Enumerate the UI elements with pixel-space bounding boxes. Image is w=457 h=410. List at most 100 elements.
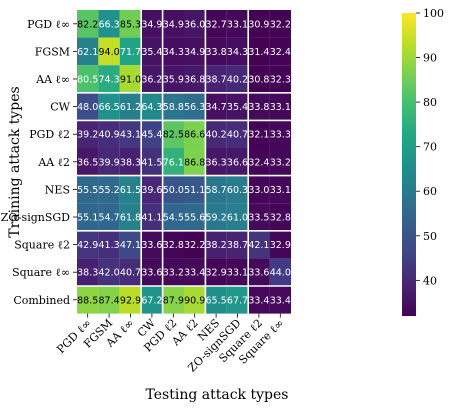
heatmap-cell [205,10,227,38]
cell-value-label: 32.9 [270,240,291,251]
cell-value-label: 61.0 [227,213,248,224]
heatmap-cell [162,203,184,231]
cell-value-label: 54.7 [99,213,120,224]
cell-value-label: 41.1 [141,213,162,224]
cell-value-label: 32.2 [270,19,291,30]
cell-value-label: 60.3 [227,185,248,196]
cell-value-label: 59.2 [206,213,227,224]
x-axis-label: Testing attack types [146,387,289,403]
heatmap-cell [205,37,227,66]
heatmap-cell [98,10,120,38]
heatmap-cell [77,258,99,286]
heatmap-cell [141,148,163,176]
heatmap-cell [184,286,206,314]
y-tick-label: AA ℓ∞ [35,73,70,86]
heatmap-cell [119,175,142,204]
heatmap-cell [269,37,291,66]
cell-value-label: 85.3 [120,19,141,30]
colorbar [402,13,416,316]
colorbar-tick-label: 50 [423,230,437,243]
cell-value-label: 61.5 [120,185,141,196]
cell-value-label: 34.3 [163,47,184,58]
heatmap-cell [226,120,249,148]
cell-value-label: 66.3 [99,19,120,30]
heatmap-cell [77,120,99,148]
cell-value-label: 42.1 [248,240,269,251]
heatmap-cell [98,37,120,66]
cell-value-label: 33.8 [206,47,227,58]
heatmap-cell [269,65,291,93]
cell-value-label: 56.3 [184,102,205,113]
cell-value-label: 65.5 [206,295,227,306]
heatmap-cell [77,148,99,176]
y-tick-label: PGD ℓ2 [29,128,70,141]
heatmap-cell [205,286,227,314]
cell-value-label: 33.6 [141,268,162,279]
colorbar-tick-label: 40 [423,274,437,287]
cell-value-label: 76.1 [163,157,184,168]
cell-value-label: 30.8 [248,75,269,86]
heatmap-cells [77,10,291,314]
cell-value-label: 87.9 [163,295,184,306]
y-axis-label: Training attack types [7,86,23,237]
cell-value-label: 50.0 [163,185,184,196]
cell-value-label: 88.5 [77,295,98,306]
heatmap-cell [226,65,249,93]
y-tick-labels: PGD ℓ∞ FGSM AA ℓ∞ CW PGD ℓ2 AA ℓ2 NES ZO-signSG… [1,18,77,307]
heatmap-cell [162,10,184,38]
heatmap-cell [162,258,184,286]
heatmap-cell [269,120,291,148]
cell-value-label: 48.0 [77,102,98,113]
cell-value-label: 32.1 [248,130,269,141]
cell-value-label: 66.5 [99,102,120,113]
heatmap-cell [269,92,291,121]
heatmap-cell [77,203,99,231]
heatmap-cell [162,65,184,93]
heatmap-cell [98,230,120,259]
heatmap-cell [184,120,206,148]
heatmap-cell [184,92,206,121]
cell-value-label: 38.3 [77,268,98,279]
cell-value-label: 32.9 [206,268,227,279]
heatmap-cell [184,148,206,176]
cell-value-label: 39.2 [77,130,98,141]
cell-value-label: 36.0 [184,19,205,30]
cell-value-label: 58.7 [206,185,227,196]
heatmap-cell [269,148,291,176]
y-tick-label: Combined [13,294,70,307]
cell-value-label: 32.3 [270,75,291,86]
y-tick-label: FGSM [35,45,70,58]
heatmap-cell [248,148,270,176]
heatmap-cell [226,230,249,259]
heatmap-cell [119,148,142,176]
heatmap-cell [226,286,249,314]
heatmap-cell [77,37,99,66]
cell-value-label: 33.6 [248,268,269,279]
heatmap-cell [141,175,163,204]
cell-value-label: 47.1 [120,240,141,251]
heatmap-cell [248,203,270,231]
heatmap-cell [205,230,227,259]
cell-value-label: 35.9 [163,75,184,86]
heatmap-cell [77,286,99,314]
cell-value-label: 91.0 [120,75,141,86]
heatmap-cell [141,65,163,93]
heatmap-cell [184,65,206,93]
y-tick-label: Square ℓ∞ [12,266,70,279]
heatmap-cell [269,230,291,259]
heatmap-cell [248,286,270,314]
cell-value-label: 55.1 [77,213,98,224]
cell-value-label: 32.2 [184,240,205,251]
cell-value-label: 55.2 [99,185,120,196]
heatmap-cell [248,37,270,66]
cell-value-label: 43.1 [120,130,141,141]
cell-value-label: 33.4 [248,295,269,306]
cell-value-label: 82.2 [77,19,98,30]
cell-value-label: 42.0 [99,268,120,279]
heatmap-cell [205,92,227,121]
cell-value-label: 34.7 [206,102,227,113]
cell-value-label: 33.6 [141,240,162,251]
cell-value-label: 33.5 [248,213,269,224]
cell-value-label: 61.2 [120,102,141,113]
